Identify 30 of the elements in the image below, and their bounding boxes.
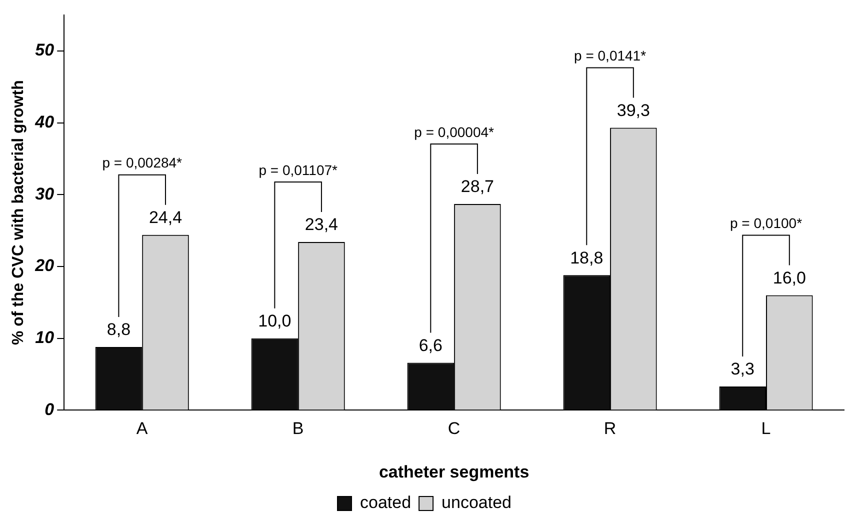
x-tick-label: B — [292, 419, 304, 438]
x-tick-label: L — [761, 419, 771, 438]
data-label: 8,8 — [106, 320, 131, 340]
data-label: 39,3 — [616, 101, 650, 120]
x-tick-label: C — [448, 419, 460, 438]
data-label: 18,8 — [570, 248, 604, 268]
legend-label: uncoated — [442, 493, 512, 512]
data-label: 6,6 — [418, 336, 442, 355]
annotation: p = 0,00004* — [414, 124, 495, 140]
y-axis-title: % of the CVC with bacterial growth — [10, 80, 28, 346]
y-tick-label: 40 — [34, 112, 55, 132]
annotation: p = 0,0100* — [730, 215, 803, 232]
x-tick-label: A — [136, 419, 148, 438]
y-tick-label: 0 — [44, 400, 55, 419]
data-label: 24,4 — [148, 208, 182, 228]
data-label: 28,7 — [460, 177, 494, 196]
y-tick-label: 50 — [35, 40, 55, 60]
x-axis-title: catheter segments — [378, 462, 530, 482]
y-tick-label: 30 — [35, 184, 55, 204]
data-label: 3,3 — [730, 360, 754, 379]
annotation: p = 0,0141* — [574, 48, 647, 64]
legend-label: coated — [360, 493, 412, 512]
data-label: 10,0 — [258, 312, 292, 331]
annotation: p = 0,01107* — [258, 162, 338, 178]
annotation: p = 0,00284* — [102, 154, 183, 171]
data-label: 16,0 — [772, 268, 806, 288]
y-tick-label: 20 — [34, 256, 55, 276]
y-tick-label: 10 — [35, 328, 55, 348]
x-tick-label: R — [604, 419, 616, 438]
data-label: 23,4 — [304, 215, 338, 234]
